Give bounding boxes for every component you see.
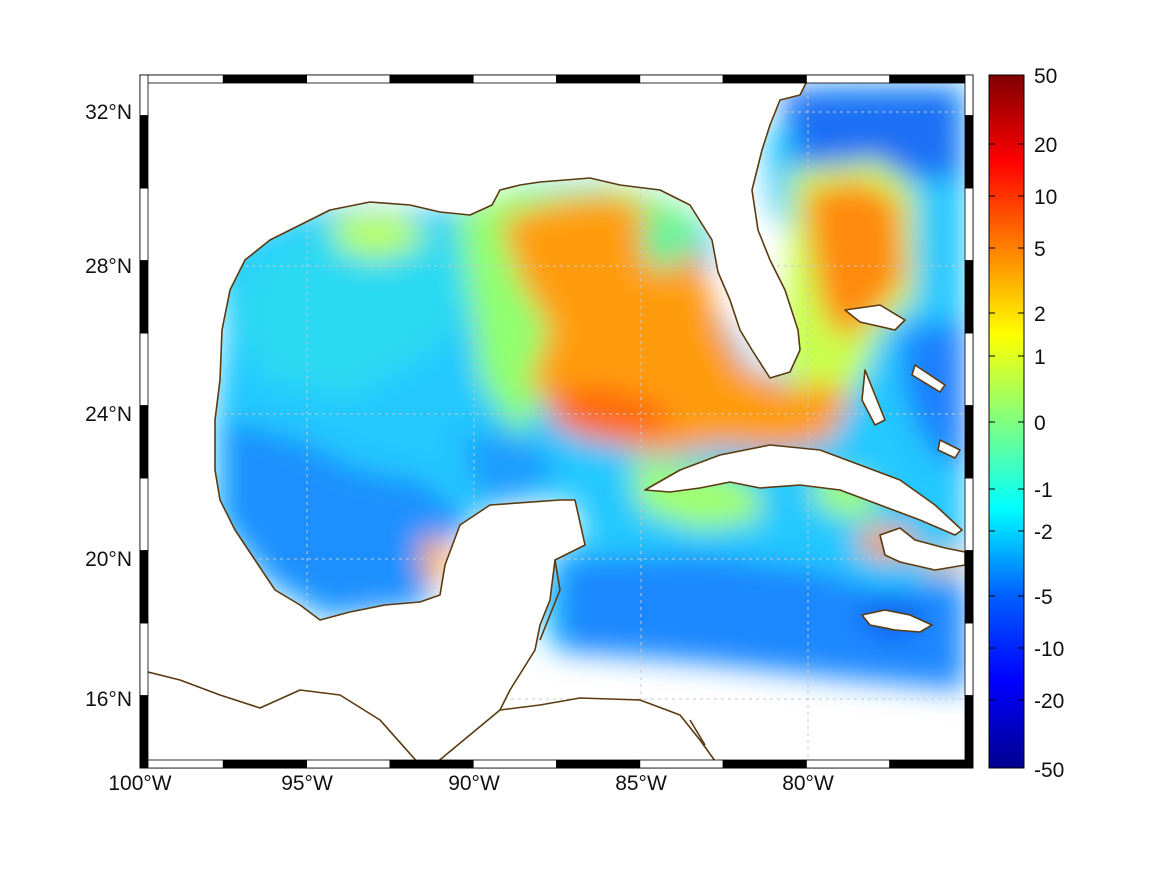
frame-segment bbox=[639, 759, 724, 769]
x-tick-label: 80°W bbox=[782, 772, 834, 795]
frame-segment bbox=[964, 622, 974, 696]
graticule-grid bbox=[140, 75, 973, 768]
frame-segment bbox=[556, 74, 641, 84]
colorbar-label: 20 bbox=[1034, 134, 1057, 157]
frame-segment bbox=[389, 74, 474, 84]
frame-segment bbox=[139, 695, 149, 769]
frame-segment bbox=[806, 74, 891, 84]
frame-segment bbox=[389, 759, 474, 769]
ocean-field bbox=[215, 85, 965, 690]
frame-segment bbox=[139, 550, 149, 624]
land-masses bbox=[140, 75, 966, 768]
map-frame bbox=[139, 74, 974, 769]
frame-segment bbox=[806, 759, 891, 769]
frame-segment bbox=[222, 759, 308, 769]
x-tick-labels: 100°W 95°W 90°W 85°W 80°W bbox=[108, 772, 834, 795]
y-tick-label: 24°N bbox=[85, 403, 132, 426]
frame-segment bbox=[222, 74, 308, 84]
colorbar-ticks bbox=[989, 74, 1024, 769]
frame-segment bbox=[964, 187, 974, 261]
y-tick-label: 32°N bbox=[85, 101, 132, 124]
colorbar-label: -10 bbox=[1034, 638, 1064, 661]
frame-segment bbox=[964, 74, 974, 116]
frame-segment bbox=[556, 759, 641, 769]
frame-segment bbox=[964, 550, 974, 624]
y-tick-labels: 32°N 28°N 24°N 20°N 16°N bbox=[85, 101, 132, 711]
y-tick-label: 16°N bbox=[85, 688, 132, 711]
frame-segment bbox=[964, 477, 974, 551]
frame-segment bbox=[139, 115, 149, 189]
x-tick-label: 90°W bbox=[448, 772, 500, 795]
colorbar-label: 0 bbox=[1034, 412, 1046, 435]
frame-segment bbox=[964, 405, 974, 479]
frame-segment bbox=[306, 759, 391, 769]
cuba-coastline bbox=[644, 444, 963, 536]
colorbar-label: 10 bbox=[1034, 186, 1057, 209]
bahamas-coastline bbox=[861, 369, 886, 426]
frame-segment bbox=[139, 74, 224, 84]
x-tick-label: 95°W bbox=[281, 772, 333, 795]
frame-segment bbox=[139, 759, 224, 769]
jamaica-coastline bbox=[861, 609, 933, 633]
frame-segment bbox=[639, 74, 724, 84]
frame-segment bbox=[139, 622, 149, 696]
frame-segment bbox=[889, 759, 974, 769]
frame-segment bbox=[472, 759, 557, 769]
frame-segment bbox=[964, 115, 974, 189]
y-tick-label: 20°N bbox=[85, 548, 132, 571]
frame-segment bbox=[306, 74, 391, 84]
frame-segment bbox=[139, 260, 149, 334]
frame-segment bbox=[139, 187, 149, 261]
colorbar-label: 50 bbox=[1034, 65, 1057, 88]
colorbar-label: 2 bbox=[1034, 303, 1046, 326]
frame-segment bbox=[139, 332, 149, 406]
colorbar-label: -1 bbox=[1034, 479, 1053, 502]
colorbar-label: -5 bbox=[1034, 586, 1053, 609]
frame-segment bbox=[139, 477, 149, 551]
x-tick-label: 85°W bbox=[615, 772, 667, 795]
frame-segment bbox=[964, 332, 974, 406]
frame-segment bbox=[889, 74, 974, 84]
colorbar-label: 1 bbox=[1034, 346, 1046, 369]
colorbar-label: -2 bbox=[1034, 521, 1053, 544]
colorbar-label: -20 bbox=[1034, 690, 1064, 713]
frame-segment bbox=[964, 695, 974, 769]
y-tick-label: 28°N bbox=[85, 255, 132, 278]
colorbar-label: -50 bbox=[1034, 759, 1064, 782]
frame-segment bbox=[722, 74, 807, 84]
frame-segment bbox=[722, 759, 807, 769]
frame-segment bbox=[139, 405, 149, 479]
frame-segment bbox=[964, 260, 974, 334]
x-tick-label: 100°W bbox=[108, 772, 171, 795]
colorbar: 50 20 10 5 2 1 0 -1 -2 -5 -10 -20 -50 bbox=[988, 65, 1064, 782]
frame-segment bbox=[472, 74, 557, 84]
frame-segment bbox=[139, 74, 149, 116]
colorbar-label: 5 bbox=[1034, 238, 1046, 261]
